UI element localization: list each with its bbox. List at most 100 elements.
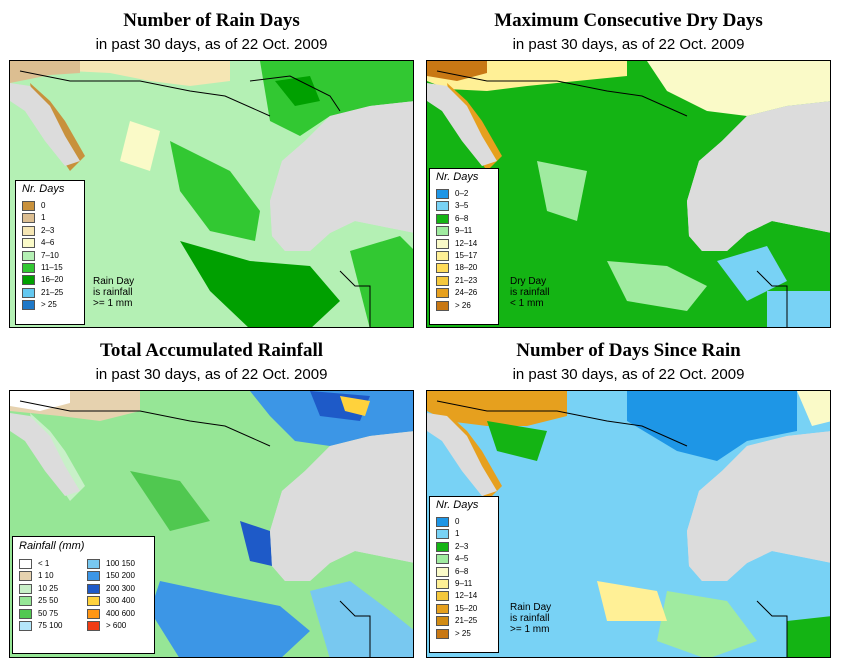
rain-day-note: Rain Day is rainfall >= 1 mm <box>93 276 135 309</box>
legend-label: 1 <box>41 213 46 223</box>
dry-day-note: Dry Day is rainfall < 1 mm <box>510 276 550 309</box>
legend-swatch <box>22 263 35 273</box>
legend-label: 3–5 <box>455 201 469 211</box>
legend-swatch <box>19 596 32 607</box>
legend-swatch <box>436 263 449 274</box>
legend-swatch <box>87 559 100 569</box>
legend-swatch <box>436 579 449 589</box>
legend-label: 16–20 <box>41 275 64 285</box>
legend-swatch <box>22 275 35 286</box>
legend-swatch <box>436 275 449 286</box>
legend-label: 6–8 <box>455 566 469 576</box>
panel-subtitle: in past 30 days, as of 22 Oct. 2009 <box>95 36 328 53</box>
legend-swatch <box>436 226 449 237</box>
legend-label: 21–23 <box>455 275 478 285</box>
legend-total-rainfall: Rainfall (mm) < 1 1 10 10 25 25 50 50 75 75 1… <box>12 536 155 654</box>
panel-title: Total Accumulated Rainfall <box>99 340 324 361</box>
legend-swatch <box>436 288 449 299</box>
legend-swatch <box>22 287 35 298</box>
panel-subtitle: in past 30 days, as of 22 Oct. 2009 <box>512 36 745 53</box>
legend-swatch <box>19 559 32 569</box>
legend-title: Nr. Days <box>22 183 65 195</box>
legend-label: 10 25 <box>38 583 59 593</box>
panel-rain-days: Number of Rain Days in past 30 days, as … <box>9 0 414 330</box>
legend-label: 75 100 <box>38 621 63 630</box>
legend-label: 6–8 <box>455 213 469 223</box>
legend-swatch <box>436 628 449 639</box>
legend-swatch <box>436 566 449 577</box>
legend-swatch <box>436 529 449 540</box>
panel-subtitle: in past 30 days, as of 22 Oct. 2009 <box>95 366 328 383</box>
rain-day-note: Rain Day is rainfall >= 1 mm <box>510 602 552 635</box>
panel-dry-days: Maximum Consecutive Dry Days in past 30 … <box>426 0 831 330</box>
legend-swatch <box>22 225 35 236</box>
legend-dry-days: Nr. Days 0–2 3–5 6–8 9–11 12–14 15–17 18–20 21–… <box>429 168 499 325</box>
legend-label: 15–20 <box>455 603 478 613</box>
legend-label: 21–25 <box>455 616 478 626</box>
panel-subtitle: in past 30 days, as of 22 Oct. 2009 <box>512 366 745 383</box>
legend-swatch <box>22 238 35 249</box>
legend-swatch <box>87 608 100 619</box>
legend-label: 15–17 <box>455 251 478 260</box>
legend-label: 0 <box>455 517 460 526</box>
legend-swatch <box>436 300 449 311</box>
legend-label: 25 50 <box>38 596 59 606</box>
panel-title: Number of Days Since Rain <box>516 340 741 361</box>
legend-label: > 600 <box>106 621 127 630</box>
legend-label: 0 <box>41 201 46 210</box>
legend-label: 4–6 <box>41 238 55 248</box>
legend-title: Rainfall (mm) <box>19 540 85 552</box>
legend-label: 2–3 <box>455 541 469 551</box>
legend-rain-days: Nr. Days 0 1 2–3 4–6 7–10 11–15 16–20 21–25 > 25 <box>15 180 85 325</box>
legend-label: 24–26 <box>455 288 478 298</box>
legend-label: 12–14 <box>455 591 478 601</box>
legend-swatch <box>22 300 35 311</box>
legend-label: > 25 <box>41 300 57 310</box>
legend-swatch <box>19 608 32 619</box>
legend-swatch <box>22 213 35 224</box>
legend-swatch <box>436 238 449 249</box>
legend-label: < 1 <box>38 559 50 568</box>
panel-title: Maximum Consecutive Dry Days <box>494 10 763 31</box>
panel-total-rainfall: Total Accumulated Rainfall in past 30 da… <box>9 330 414 660</box>
legend-label: 9–11 <box>455 579 473 588</box>
legend-label: 11–15 <box>41 263 63 272</box>
legend-title: Nr. Days <box>436 499 479 511</box>
legend-title: Nr. Days <box>436 171 479 183</box>
legend-swatch <box>436 201 449 212</box>
legend-label: 300 400 <box>106 596 135 606</box>
legend-label: > 26 <box>455 300 471 310</box>
legend-swatch <box>436 541 449 552</box>
legend-swatch <box>436 603 449 614</box>
legend-swatch <box>87 596 100 607</box>
legend-swatch <box>436 591 449 602</box>
legend-swatch <box>19 621 32 631</box>
legend-swatch <box>436 251 449 261</box>
panel-days-since-rain: Number of Days Since Rain in past 30 day… <box>426 330 831 660</box>
legend-label: 1 10 <box>38 571 54 581</box>
legend-swatch <box>87 621 100 631</box>
legend-swatch <box>22 250 35 261</box>
legend-label: 2–3 <box>41 225 55 235</box>
panel-title: Number of Rain Days <box>123 10 300 31</box>
legend-label: 9–11 <box>455 226 473 236</box>
legend-label: 400 600 <box>106 608 135 618</box>
legend-label: 21–25 <box>41 287 64 297</box>
legend-label: 50 75 <box>38 608 59 618</box>
legend-swatch <box>436 517 449 527</box>
legend-label: 18–20 <box>455 263 478 273</box>
legend-label: 0–2 <box>455 189 469 198</box>
legend-label: 4–5 <box>455 554 469 564</box>
legend-label: 150 200 <box>106 571 135 581</box>
legend-swatch <box>436 616 449 627</box>
legend-swatch <box>436 213 449 224</box>
legend-label: 200 300 <box>106 583 135 593</box>
legend-swatch <box>19 571 32 582</box>
legend-swatch <box>436 554 449 565</box>
legend-swatch <box>22 201 35 211</box>
legend-label: 12–14 <box>455 238 478 248</box>
legend-swatch <box>436 189 449 199</box>
legend-swatch <box>19 583 32 594</box>
legend-days-since-rain: Nr. Days 0 1 2–3 4–5 6–8 9–11 12–14 15–20 21–25 >… <box>429 496 499 653</box>
legend-swatch <box>87 571 100 582</box>
